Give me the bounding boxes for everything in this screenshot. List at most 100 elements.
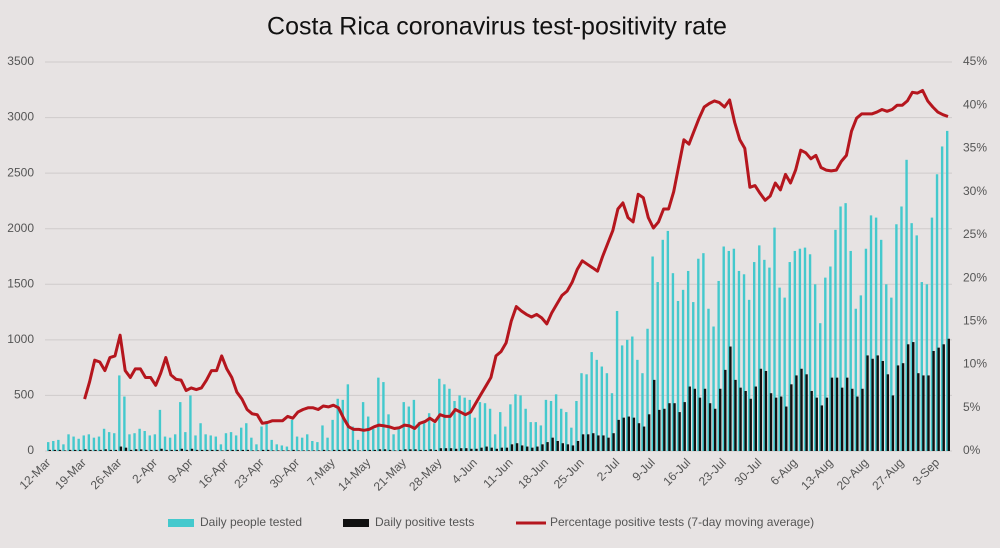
- bar: [549, 400, 553, 451]
- bar: [688, 386, 691, 451]
- bar: [534, 422, 537, 451]
- bar: [646, 328, 649, 451]
- bar: [592, 433, 595, 451]
- bar: [526, 446, 529, 451]
- bar: [468, 399, 471, 451]
- bar: [165, 449, 168, 451]
- bar: [783, 297, 786, 451]
- bar: [419, 449, 422, 451]
- y2-tick-label: 30%: [963, 184, 987, 198]
- bar: [483, 403, 487, 451]
- bar: [321, 425, 324, 451]
- bar: [123, 396, 126, 451]
- bar: [580, 373, 583, 451]
- bar: [920, 282, 924, 451]
- bar: [859, 295, 863, 451]
- bar: [473, 417, 477, 451]
- bar: [460, 448, 463, 451]
- bar: [900, 206, 903, 451]
- bar: [861, 388, 864, 451]
- bar: [849, 250, 852, 451]
- bar: [565, 412, 568, 451]
- bar: [168, 437, 172, 451]
- bar: [311, 440, 314, 451]
- bar: [160, 448, 163, 451]
- bar: [453, 400, 456, 451]
- bar: [490, 447, 493, 451]
- bar: [678, 412, 681, 451]
- bar: [713, 408, 717, 451]
- bar: [683, 402, 686, 451]
- bar: [234, 435, 238, 451]
- bar: [576, 440, 580, 451]
- bar: [935, 174, 939, 452]
- bar: [536, 446, 539, 451]
- bar: [876, 355, 879, 451]
- bar: [465, 448, 468, 451]
- bar: [661, 239, 664, 451]
- bar: [383, 449, 387, 451]
- bar: [195, 449, 199, 451]
- bar: [194, 435, 197, 451]
- bar: [515, 443, 519, 451]
- bar: [82, 435, 85, 451]
- bar: [163, 436, 167, 451]
- bar: [363, 449, 366, 451]
- bar: [930, 217, 934, 451]
- bar: [58, 449, 62, 451]
- bar: [485, 446, 488, 451]
- bar: [306, 434, 309, 451]
- bar: [937, 347, 940, 451]
- bar: [632, 417, 636, 451]
- bar: [407, 406, 411, 451]
- bar: [295, 436, 299, 451]
- y2-tick-label: 10%: [963, 357, 987, 371]
- bar: [905, 159, 908, 451]
- bar: [779, 396, 783, 451]
- bar: [424, 449, 427, 451]
- bar: [68, 449, 72, 451]
- bar: [712, 326, 715, 451]
- bar: [881, 360, 884, 451]
- bar: [209, 435, 212, 451]
- bar: [798, 248, 802, 451]
- bar: [500, 447, 504, 451]
- y-tick-label: 1000: [7, 332, 34, 346]
- bar: [698, 397, 702, 451]
- bar: [891, 395, 895, 451]
- y-tick-label: 3000: [7, 110, 34, 124]
- bar: [778, 287, 781, 451]
- bar: [84, 449, 87, 451]
- bar: [331, 419, 334, 451]
- bar: [871, 358, 874, 451]
- bar: [571, 445, 575, 451]
- bar: [224, 433, 228, 451]
- bar: [102, 428, 106, 451]
- bar: [92, 437, 96, 451]
- bar: [663, 408, 666, 451]
- y2-tick-label: 40%: [963, 97, 987, 111]
- bar: [819, 323, 822, 451]
- bar: [824, 277, 827, 451]
- bar: [901, 363, 905, 451]
- bar: [927, 375, 930, 451]
- bar: [148, 435, 151, 451]
- bar: [617, 419, 620, 451]
- bar: [184, 432, 187, 451]
- bar: [448, 388, 451, 451]
- bar: [504, 426, 507, 451]
- bar: [647, 414, 651, 451]
- bar: [153, 434, 157, 451]
- bar: [226, 449, 229, 451]
- bar: [519, 395, 522, 451]
- bar: [763, 259, 766, 451]
- bar: [844, 203, 847, 451]
- bar: [692, 302, 695, 451]
- bar: [458, 395, 461, 451]
- bar: [768, 267, 771, 451]
- bar: [378, 449, 382, 451]
- bar: [752, 262, 756, 451]
- bar: [302, 450, 305, 451]
- bar: [747, 299, 751, 451]
